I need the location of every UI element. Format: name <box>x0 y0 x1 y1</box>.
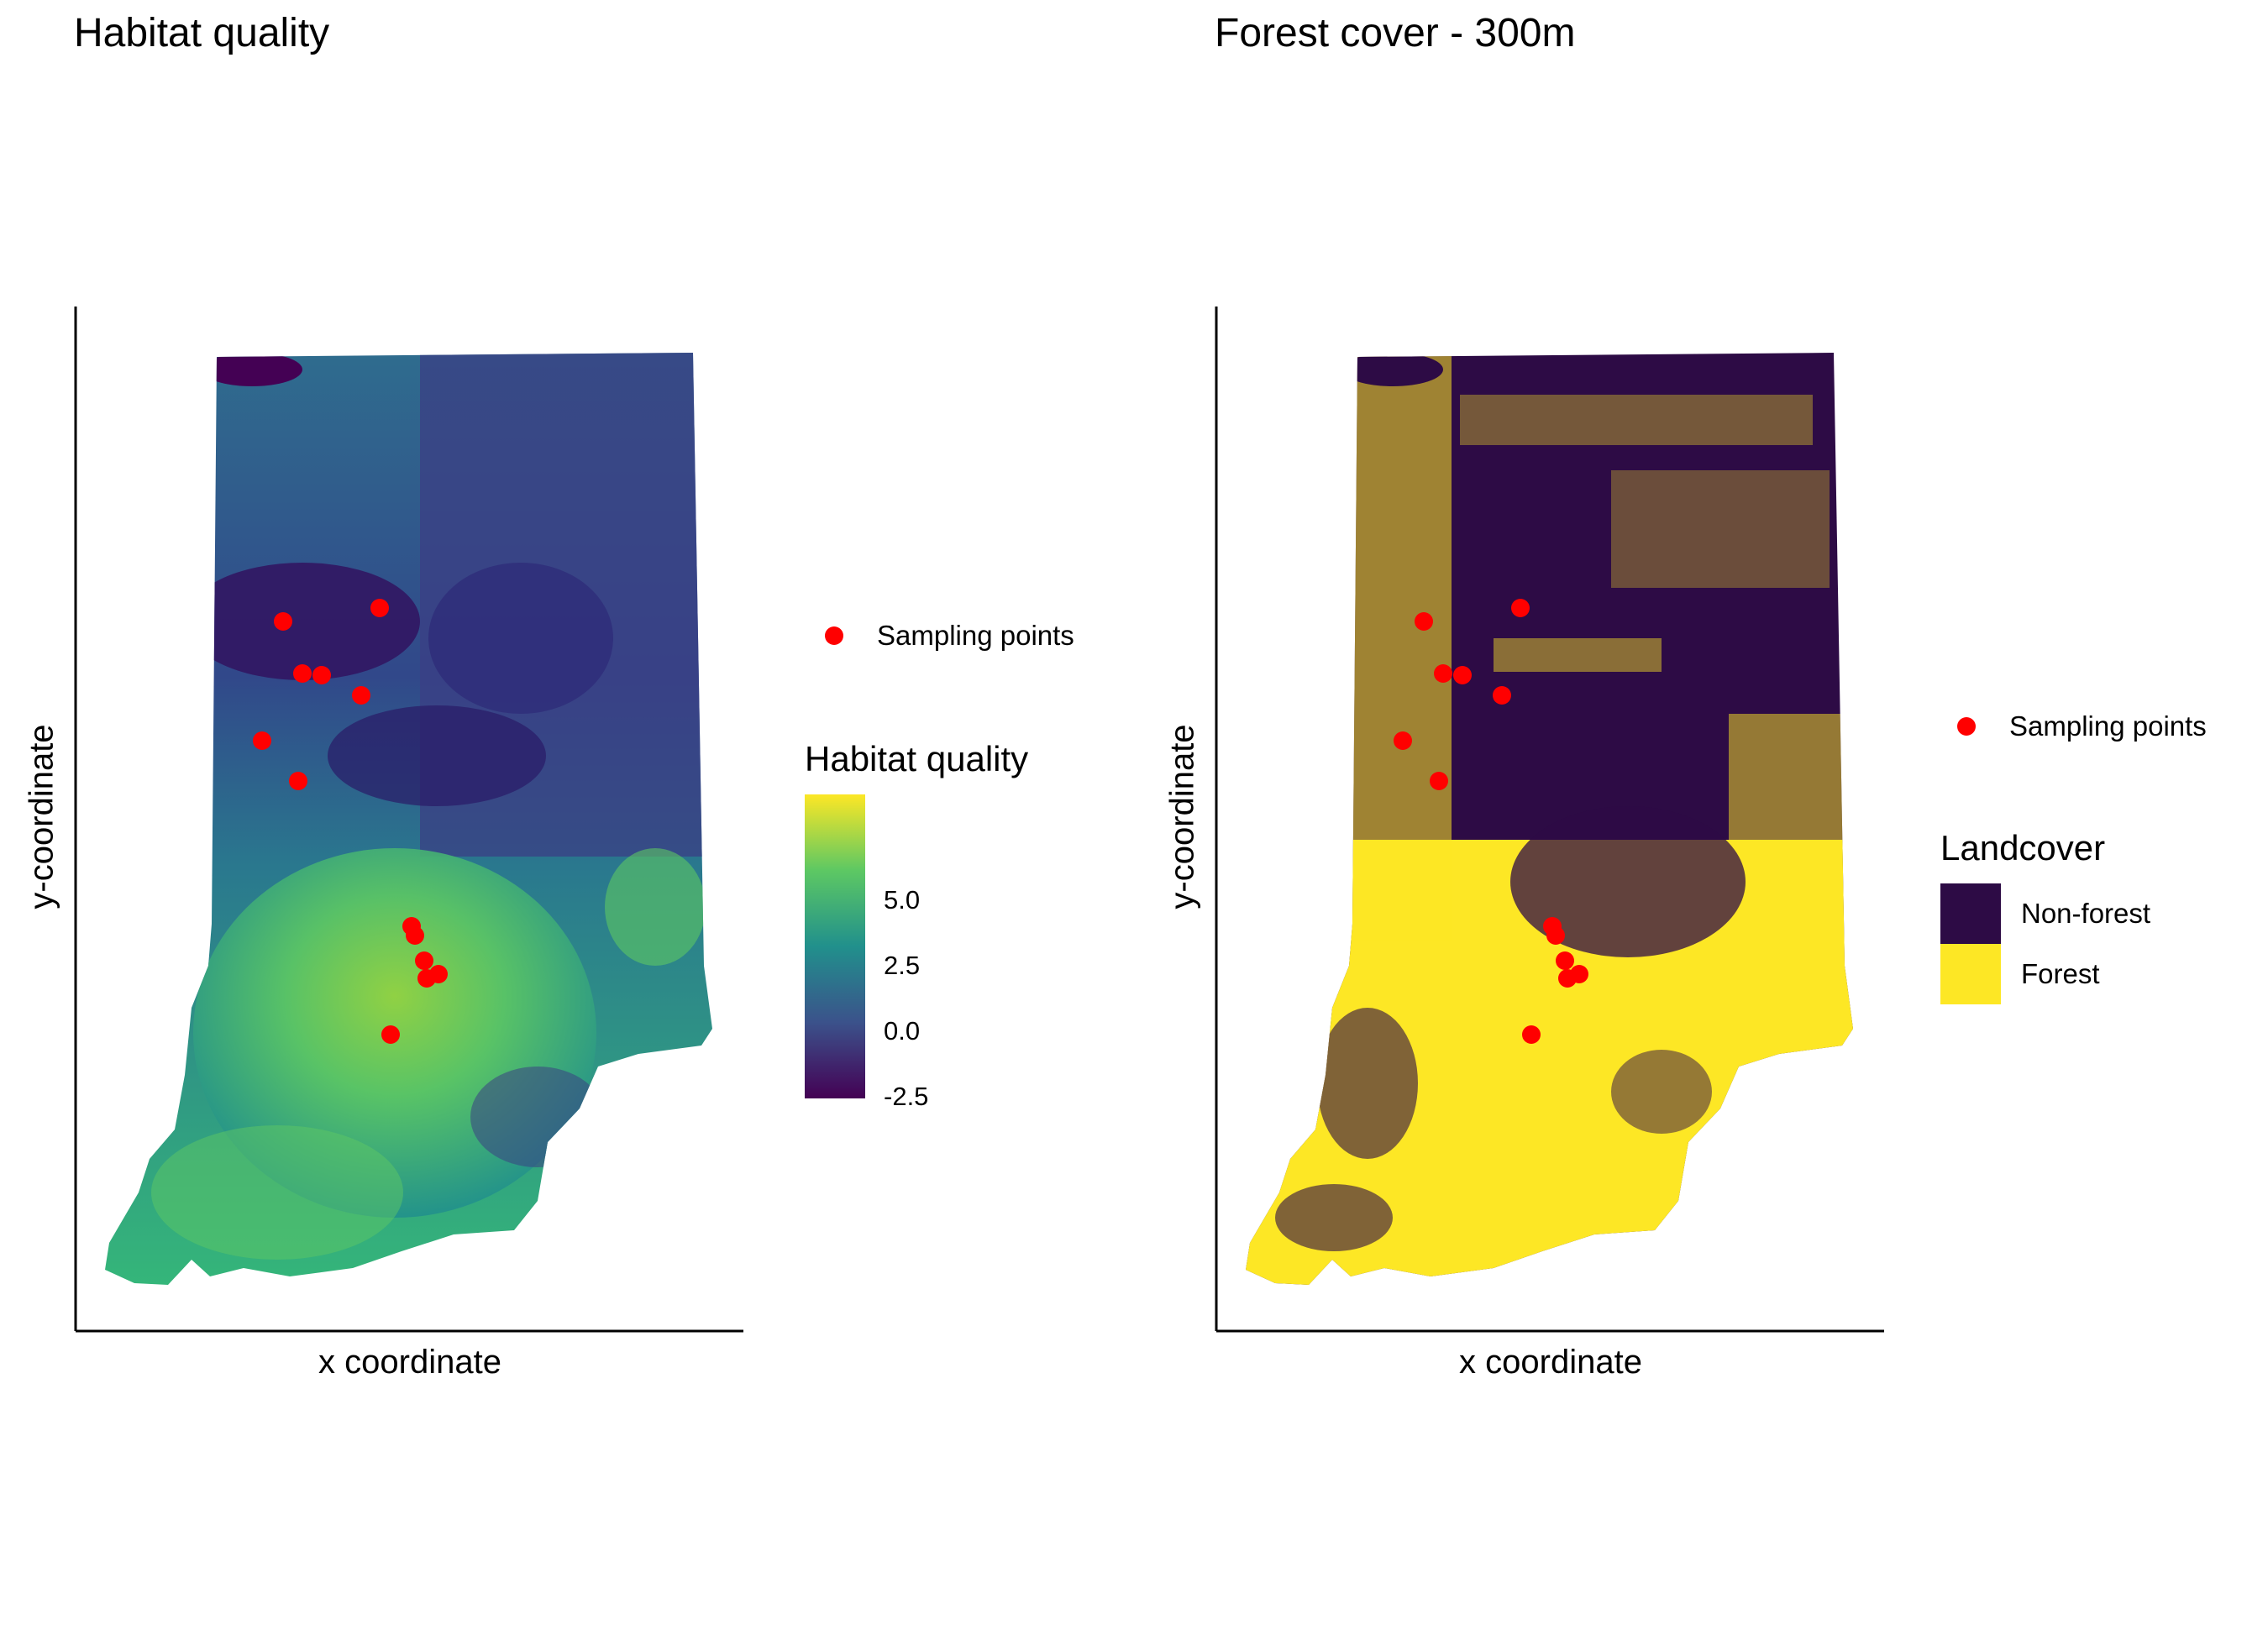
sampling-point <box>1434 664 1452 683</box>
forest-map <box>1215 307 1884 1333</box>
panel-title: Forest cover - 300m <box>1215 11 1576 55</box>
landcover-item: Non-forest <box>1940 883 2150 944</box>
y-axis-label: y-coordinate <box>23 724 60 909</box>
sampling-point <box>274 612 292 631</box>
points-legend: Sampling points <box>1947 710 2207 742</box>
forest-cover-panel: Forest cover - 300m <box>1141 0 2268 1630</box>
sampling-point <box>406 926 424 945</box>
sampling-point <box>1430 772 1448 790</box>
point-key-icon <box>1957 717 1976 736</box>
colorbar <box>805 794 865 1098</box>
landcover-title: Landcover <box>1940 828 2106 867</box>
point-key-icon <box>825 626 843 645</box>
sampling-point <box>1522 1025 1541 1044</box>
sampling-point <box>1394 731 1412 750</box>
points-legend-label: Sampling points <box>2009 710 2207 742</box>
sampling-point <box>1415 612 1433 631</box>
habitat-quality-panel: Habitat quality <box>23 11 1074 1381</box>
landcover-label: Non-forest <box>2021 898 2151 929</box>
sampling-point <box>289 772 307 790</box>
indiana-map <box>1246 353 1853 1285</box>
sampling-point <box>1556 951 1574 970</box>
sampling-point <box>312 666 331 684</box>
sampling-point <box>370 599 389 617</box>
landcover-legend: Landcover Non-forest Forest <box>1940 828 2150 1004</box>
points-legend: Sampling points <box>815 620 1074 652</box>
sampling-point <box>352 686 370 705</box>
landcover-label: Forest <box>2021 958 2100 989</box>
sampling-point <box>1546 926 1565 945</box>
sampling-point <box>1453 666 1472 684</box>
sampling-point <box>381 1025 400 1044</box>
non-forest-swatch <box>1940 883 2001 944</box>
sampling-point <box>429 965 448 983</box>
sampling-point <box>253 731 271 750</box>
x-axis-label: x coordinate <box>1459 1344 1642 1381</box>
colorbar-title: Habitat quality <box>805 739 1029 778</box>
forest-swatch <box>1940 944 2001 1004</box>
points-legend-label: Sampling points <box>877 620 1074 651</box>
sampling-points <box>253 599 448 1044</box>
colorbar-tick: -2.5 <box>884 1082 929 1111</box>
sampling-point <box>415 951 433 970</box>
sampling-point <box>1493 686 1511 705</box>
sampling-points <box>1394 599 1588 1044</box>
colorbar-tick: 2.5 <box>884 951 921 980</box>
colorbar-tick: 0.0 <box>884 1016 921 1046</box>
indiana-map <box>105 353 712 1285</box>
habitat-colorbar-legend: Habitat quality 5.0 2.5 0.0 -2.5 <box>805 739 1029 1111</box>
sampling-point <box>1570 965 1588 983</box>
panel-title: Habitat quality <box>74 11 330 55</box>
colorbar-tick: 5.0 <box>884 885 921 915</box>
y-axis-label: y-coordinate <box>1163 724 1201 909</box>
x-axis-label: x coordinate <box>318 1344 501 1381</box>
landcover-item: Forest <box>1940 944 2150 1004</box>
habitat-map <box>74 307 743 1333</box>
sampling-point <box>293 664 312 683</box>
sampling-point <box>1511 599 1530 617</box>
